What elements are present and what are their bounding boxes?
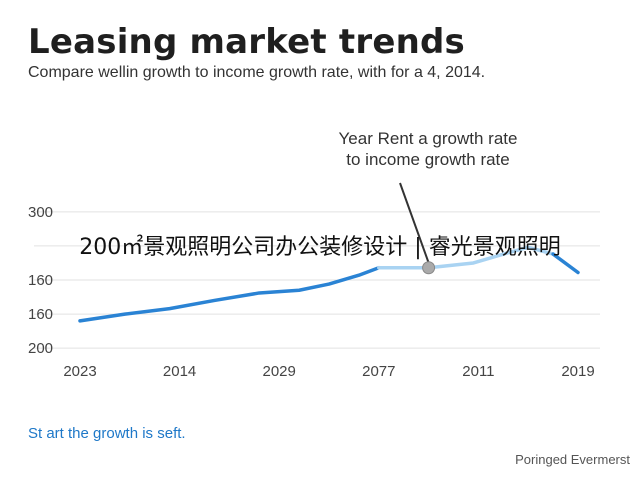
- annotation-marker: [422, 261, 436, 275]
- y-tick-label: 160: [28, 306, 53, 323]
- x-tick-label: 2029: [263, 363, 296, 380]
- y-tick-label: 200: [28, 340, 53, 357]
- annotation-line-1: Year Rent a growth rate: [338, 129, 518, 148]
- y-tick-label: 160: [28, 272, 53, 289]
- series-line-2: [377, 245, 555, 270]
- y-tick-label: 300: [28, 204, 53, 221]
- series-line-1: [78, 265, 381, 323]
- chart-subtitle: Compare wellin growth to income growth r…: [28, 64, 486, 81]
- chart-title: Leasing market trends: [28, 22, 465, 62]
- overlay-caption: 200㎡景观照明公司办公装修设计 | 睿光景观照明: [79, 235, 561, 260]
- annotation-line-2: to income growth rate: [346, 150, 510, 169]
- x-tick-label: 2014: [163, 363, 196, 380]
- x-tick-label: 2011: [462, 363, 494, 380]
- x-tick-label: 2023: [63, 363, 96, 380]
- annotation-pointer: [399, 182, 430, 264]
- x-tick-label: 2019: [561, 363, 594, 380]
- x-tick-label: 2077: [362, 363, 395, 380]
- chart-annotation: Year Rent a growth rate to income growth…: [268, 128, 588, 170]
- series-line-3: [551, 252, 580, 275]
- footnote: St art the growth is seft.: [28, 425, 186, 442]
- source-credit: Poringed Evermerst: [515, 452, 630, 467]
